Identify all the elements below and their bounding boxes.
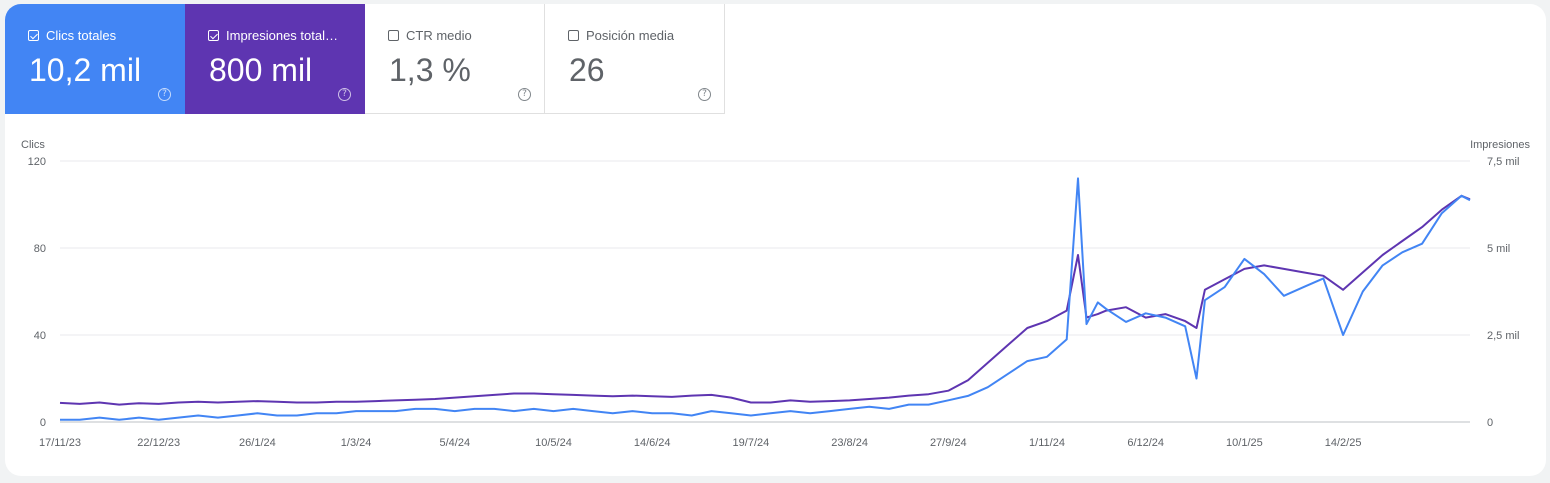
help-icon[interactable]: ? <box>698 88 711 101</box>
x-tick-label: 10/5/24 <box>535 437 572 449</box>
x-tick-label: 23/8/24 <box>831 437 868 449</box>
series-lines <box>59 177 1471 421</box>
ctr-checkbox[interactable] <box>388 30 399 41</box>
impressions-label: Impresiones total… <box>226 28 338 43</box>
clicks-label: Clics totales <box>46 28 117 43</box>
left-tick-label: 120 <box>28 156 46 168</box>
x-axis-ticks: 17/11/23 22/12/23 26/1/24 1/3/24 5/4/24 10/5/… <box>39 437 1361 449</box>
grid-lines <box>60 160 1470 423</box>
position-value: 26 <box>569 52 605 88</box>
position-checkbox[interactable] <box>568 30 579 41</box>
x-tick-label: 1/11/24 <box>1029 437 1065 449</box>
clicks-line <box>60 177 1471 421</box>
clicks-value: 10,2 mil <box>29 52 142 88</box>
metric-ctr-tab[interactable]: CTR medio 1,3 % ? <box>365 4 545 114</box>
metric-tabs: Clics totales 10,2 mil ? Impresiones tot… <box>5 4 725 114</box>
right-axis-title: Impresiones <box>1470 139 1530 151</box>
x-tick-label: 27/9/24 <box>930 437 967 449</box>
metric-clicks-tab[interactable]: Clics totales 10,2 mil ? <box>5 4 185 114</box>
left-axis-title: Clics <box>21 139 45 151</box>
help-icon[interactable]: ? <box>338 88 351 101</box>
clicks-checkbox[interactable] <box>28 30 39 41</box>
chart-svg: Clics Impresiones 120 80 40 0 7,5 mil 5 mil 2… <box>21 139 1530 449</box>
right-tick-label: 2,5 mil <box>1487 330 1519 342</box>
right-tick-label: 0 <box>1487 417 1493 429</box>
performance-card: Clics totales 10,2 mil ? Impresiones tot… <box>5 4 1546 476</box>
left-tick-label: 0 <box>40 417 46 429</box>
right-axis-ticks: 7,5 mil 5 mil 2,5 mil 0 <box>1487 156 1519 429</box>
x-tick-label: 5/4/24 <box>440 437 471 449</box>
x-tick-label: 6/12/24 <box>1127 437 1164 449</box>
ctr-value: 1,3 % <box>389 52 471 88</box>
help-icon[interactable]: ? <box>518 88 531 101</box>
x-tick-label: 19/7/24 <box>733 437 770 449</box>
x-tick-label: 1/3/24 <box>341 437 372 449</box>
metric-impressions-tab[interactable]: Impresiones total… 800 mil ? <box>185 4 365 114</box>
impressions-value: 800 mil <box>209 52 313 88</box>
position-label: Posición media <box>586 28 675 43</box>
impressions-checkbox[interactable] <box>208 30 219 41</box>
ctr-label: CTR medio <box>406 28 472 43</box>
x-tick-label: 17/11/23 <box>39 437 81 449</box>
metric-position-tab[interactable]: Posición media 26 ? <box>545 4 725 114</box>
left-tick-label: 80 <box>34 243 46 255</box>
x-tick-label: 14/2/25 <box>1325 437 1362 449</box>
left-axis-ticks: 120 80 40 0 <box>28 156 46 429</box>
right-tick-label: 5 mil <box>1487 243 1510 255</box>
x-tick-label: 10/1/25 <box>1226 437 1263 449</box>
impressions-line <box>59 194 1471 406</box>
x-tick-label: 22/12/23 <box>137 437 180 449</box>
help-icon[interactable]: ? <box>158 88 171 101</box>
x-tick-label: 14/6/24 <box>634 437 671 449</box>
right-tick-label: 7,5 mil <box>1487 156 1519 168</box>
performance-chart[interactable]: Clics Impresiones 120 80 40 0 7,5 mil 5 mil 2… <box>5 134 1546 464</box>
left-tick-label: 40 <box>34 330 46 342</box>
x-tick-label: 26/1/24 <box>239 437 276 449</box>
